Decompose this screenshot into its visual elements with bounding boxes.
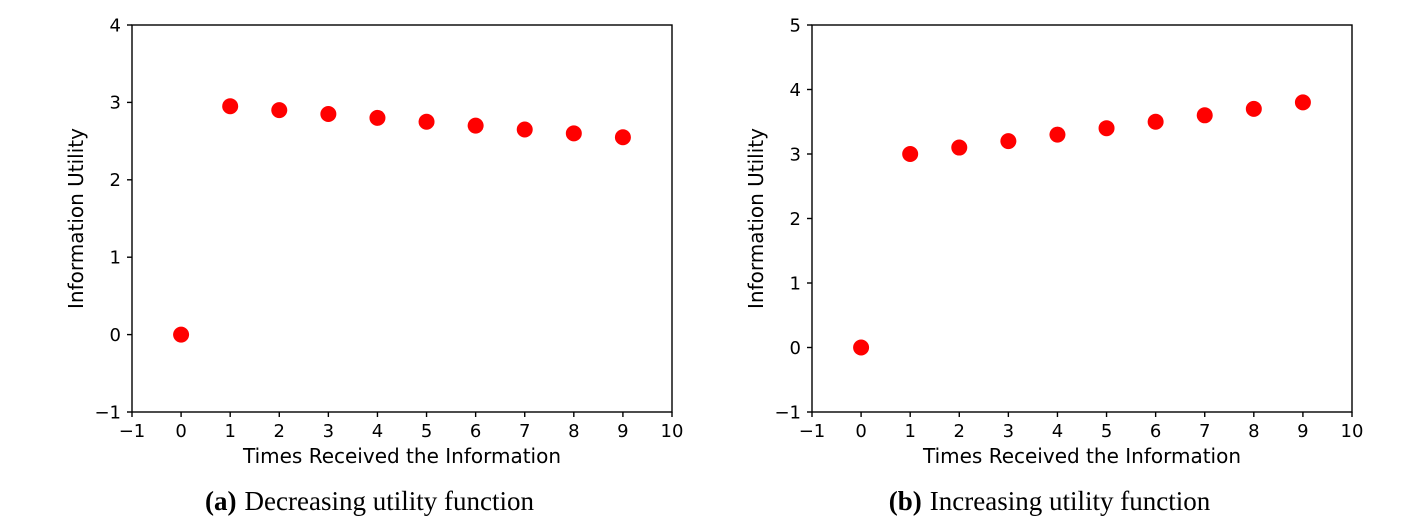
x-tick-label: 6 [469, 421, 480, 442]
x-tick-label: 7 [1199, 421, 1210, 442]
x-tick-label: 10 [660, 421, 683, 442]
scatter-chart-b: −1012345678910−1012345Times Received the… [730, 10, 1370, 480]
x-tick-label: 3 [1002, 421, 1013, 442]
data-point [173, 327, 189, 343]
x-tick-label: 4 [1051, 421, 1062, 442]
x-tick-label: 4 [371, 421, 382, 442]
data-point [565, 125, 581, 141]
data-point [271, 102, 287, 118]
x-tick-label: 8 [1248, 421, 1259, 442]
data-point [853, 340, 869, 356]
x-tick-label: 6 [1149, 421, 1160, 442]
x-tick-label: 9 [1297, 421, 1308, 442]
plot-border [812, 25, 1352, 412]
y-tick-label: 1 [789, 273, 800, 294]
caption-tag-b: (b) [889, 486, 922, 517]
caption-a: (a) Decreasing utility function [205, 486, 534, 517]
caption-text-b: Increasing utility function [930, 486, 1210, 517]
x-tick-label: 9 [617, 421, 628, 442]
y-tick-label: 2 [789, 209, 800, 230]
data-point [1049, 127, 1065, 143]
caption-text-a: Decreasing utility function [245, 486, 534, 517]
y-tick-label: 2 [109, 170, 120, 191]
caption-tag-a: (a) [205, 486, 236, 517]
caption-b: (b) Increasing utility function [889, 486, 1210, 517]
data-point [369, 110, 385, 126]
chart-a: −1012345678910−101234Times Received the … [50, 10, 690, 480]
data-point [320, 106, 336, 122]
data-point [1098, 120, 1114, 136]
x-tick-label: 5 [420, 421, 431, 442]
panel-b: −1012345678910−1012345Times Received the… [730, 10, 1370, 517]
x-tick-label: 0 [855, 421, 866, 442]
x-tick-label: −1 [118, 421, 145, 442]
data-point [222, 98, 238, 114]
data-point [902, 146, 918, 162]
y-tick-label: 4 [789, 80, 800, 101]
x-axis-label: Times Received the Information [241, 444, 560, 468]
y-tick-label: −1 [774, 402, 801, 423]
data-point [951, 140, 967, 156]
chart-b: −1012345678910−1012345Times Received the… [730, 10, 1370, 480]
y-tick-label: 1 [109, 248, 120, 269]
y-tick-label: −1 [94, 402, 121, 423]
x-tick-label: 10 [1340, 421, 1363, 442]
x-tick-label: −1 [798, 421, 825, 442]
data-point [516, 121, 532, 137]
data-point [1147, 114, 1163, 130]
y-tick-label: 0 [789, 338, 800, 359]
x-tick-label: 5 [1100, 421, 1111, 442]
panel-a: −1012345678910−101234Times Received the … [50, 10, 690, 517]
data-point [467, 118, 483, 134]
x-tick-label: 1 [904, 421, 915, 442]
x-tick-label: 8 [568, 421, 579, 442]
plot-border [132, 25, 672, 412]
data-point [614, 129, 630, 145]
x-axis-label: Times Received the Information [921, 444, 1240, 468]
y-axis-label: Information Utility [744, 128, 768, 309]
figure-container: −1012345678910−101234Times Received the … [0, 0, 1419, 527]
y-tick-label: 4 [109, 15, 120, 36]
scatter-chart-a: −1012345678910−101234Times Received the … [50, 10, 690, 480]
data-point [1196, 107, 1212, 123]
y-tick-label: 5 [789, 15, 800, 36]
y-tick-label: 3 [789, 144, 800, 165]
y-tick-label: 3 [109, 93, 120, 114]
x-tick-label: 1 [224, 421, 235, 442]
data-point [1245, 101, 1261, 117]
x-tick-label: 2 [953, 421, 964, 442]
x-tick-label: 7 [519, 421, 530, 442]
x-tick-label: 3 [322, 421, 333, 442]
y-tick-label: 0 [109, 325, 120, 346]
data-point [1000, 133, 1016, 149]
x-tick-label: 2 [273, 421, 284, 442]
data-point [418, 114, 434, 130]
y-axis-label: Information Utility [64, 128, 88, 309]
data-point [1294, 94, 1310, 110]
x-tick-label: 0 [175, 421, 186, 442]
